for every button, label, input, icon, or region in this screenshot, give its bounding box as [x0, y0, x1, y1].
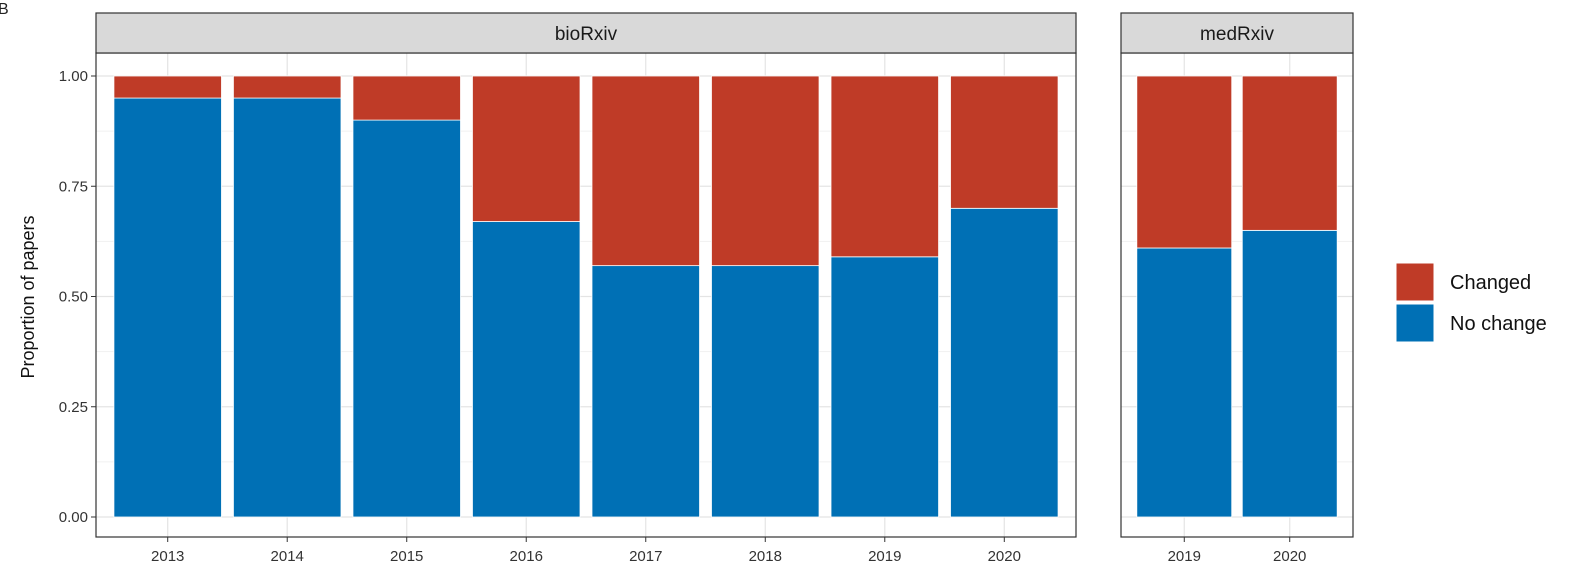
bar-bioRxiv-2014-no-change	[233, 97, 342, 518]
bar-bioRxiv-2014-changed	[233, 75, 342, 99]
facet-strip	[95, 12, 1077, 54]
bar-bioRxiv-2017-no-change	[591, 265, 700, 518]
y-tick-label: 1.00	[59, 68, 88, 85]
bar-medRxiv-2020-no-change	[1241, 229, 1338, 518]
legend-label: No change	[1450, 313, 1547, 335]
bar-medRxiv-2019-changed	[1136, 75, 1233, 249]
bar-bioRxiv-2018-no-change	[711, 265, 820, 518]
y-tick-label: 0.25	[59, 399, 88, 416]
bar-bioRxiv-2020-changed	[950, 75, 1059, 209]
panel-tag: B	[0, 1, 9, 18]
legend: Changed No change	[1395, 262, 1547, 343]
plot-area: bioRxiv 2013 2014 2015 2016 2017 2018 2019 2020 m…	[59, 12, 1354, 565]
y-tick-label: 0.00	[59, 509, 88, 526]
legend-label: Changed	[1450, 272, 1531, 294]
x-tick-label: 2016	[510, 548, 543, 565]
x-tick-label: 2019	[1168, 548, 1201, 565]
bar-medRxiv-2020-changed	[1241, 75, 1338, 231]
bar-bioRxiv-2013-no-change	[113, 97, 222, 518]
y-tick-label: 0.50	[59, 289, 88, 306]
facet-strip-label: medRxiv	[1200, 24, 1274, 45]
bar-bioRxiv-2015-no-change	[352, 119, 461, 518]
bar-bioRxiv-2019-no-change	[830, 256, 939, 518]
x-tick-label: 2019	[868, 548, 901, 565]
facet-strip	[1120, 12, 1354, 54]
x-tick-label: 2013	[151, 548, 184, 565]
x-tick-label: 2020	[1273, 548, 1306, 565]
x-tick-label: 2018	[749, 548, 782, 565]
x-tick-label: 2020	[988, 548, 1021, 565]
legend-key-changed	[1395, 262, 1435, 302]
x-tick-label: 2014	[271, 548, 304, 565]
bar-bioRxiv-2017-changed	[591, 75, 700, 267]
bar-bioRxiv-2013-changed	[113, 75, 222, 99]
bar-bioRxiv-2020-no-change	[950, 207, 1059, 518]
x-tick-label: 2017	[629, 548, 662, 565]
bar-bioRxiv-2016-no-change	[472, 221, 581, 518]
bar-bioRxiv-2018-changed	[711, 75, 820, 267]
y-tick-label: 0.75	[59, 178, 88, 195]
bar-bioRxiv-2019-changed	[830, 75, 939, 258]
legend-key-no-change	[1395, 303, 1435, 343]
bar-medRxiv-2019-no-change	[1136, 247, 1233, 518]
facet-strip-label: bioRxiv	[555, 24, 618, 45]
x-tick-label: 2015	[390, 548, 423, 565]
y-axis-title: Proportion of papers	[18, 215, 38, 378]
bar-bioRxiv-2016-changed	[472, 75, 581, 222]
bar-bioRxiv-2015-changed	[352, 75, 461, 121]
